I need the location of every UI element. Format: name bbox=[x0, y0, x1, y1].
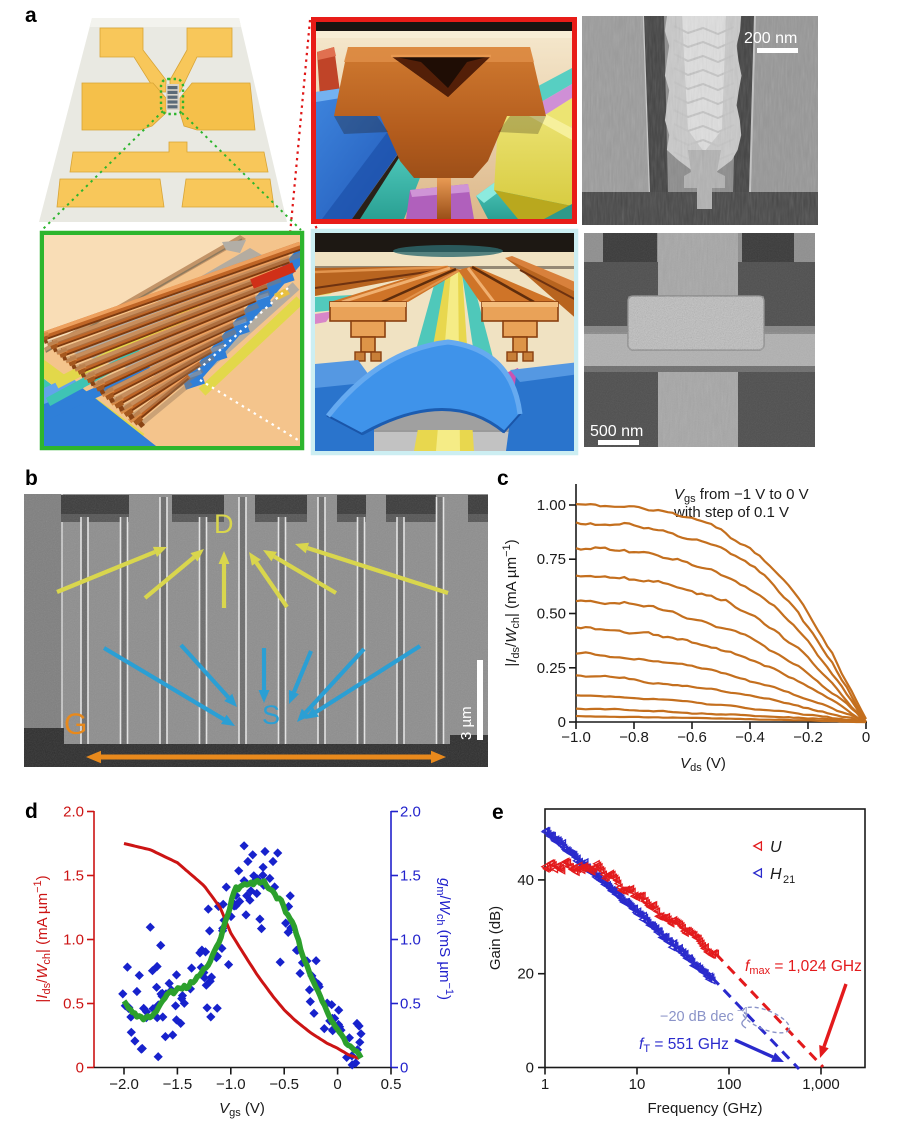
svg-text:1,000: 1,000 bbox=[802, 1076, 840, 1093]
svg-text:2.0: 2.0 bbox=[400, 804, 421, 821]
svg-text:1.00: 1.00 bbox=[537, 497, 566, 514]
svg-text:Vds (V): Vds (V) bbox=[680, 755, 726, 774]
svg-text:b: b bbox=[25, 467, 38, 490]
svg-text:0.5: 0.5 bbox=[63, 996, 84, 1013]
svg-text:0: 0 bbox=[400, 1060, 408, 1077]
svg-text:0.50: 0.50 bbox=[537, 606, 566, 623]
svg-text:100: 100 bbox=[716, 1076, 741, 1093]
svg-text:200 nm: 200 nm bbox=[744, 30, 797, 47]
svg-text:−0.8: −0.8 bbox=[619, 729, 649, 746]
svg-text:fT = 551 GHz: fT = 551 GHz bbox=[639, 1036, 729, 1055]
svg-text:−0.6: −0.6 bbox=[677, 729, 707, 746]
svg-text:D: D bbox=[214, 509, 234, 539]
svg-text:−1.0: −1.0 bbox=[561, 729, 591, 746]
svg-text:with step of 0.1 V: with step of 0.1 V bbox=[673, 504, 789, 521]
svg-text:20: 20 bbox=[517, 966, 534, 983]
svg-text:0: 0 bbox=[333, 1076, 341, 1093]
svg-text:1.0: 1.0 bbox=[63, 932, 84, 949]
svg-text:c: c bbox=[497, 467, 509, 490]
svg-text:H: H bbox=[770, 866, 782, 883]
svg-text:0: 0 bbox=[862, 729, 870, 746]
svg-text:0: 0 bbox=[558, 714, 566, 731]
svg-text:2.0: 2.0 bbox=[63, 804, 84, 821]
svg-text:|Ids/Wch| (mA µm−1): |Ids/Wch| (mA µm−1) bbox=[501, 539, 522, 666]
svg-text:−1.0: −1.0 bbox=[216, 1076, 246, 1093]
svg-text:0.5: 0.5 bbox=[381, 1076, 402, 1093]
svg-text:0.75: 0.75 bbox=[537, 551, 566, 568]
svg-text:S: S bbox=[262, 700, 280, 730]
svg-text:Vgs from −1 V to 0 V: Vgs from −1 V to 0 V bbox=[674, 486, 809, 505]
svg-text:e: e bbox=[492, 801, 504, 824]
svg-text:−0.2: −0.2 bbox=[793, 729, 823, 746]
svg-text:1.5: 1.5 bbox=[63, 868, 84, 885]
svg-text:Vgs (V): Vgs (V) bbox=[219, 1100, 265, 1119]
svg-text:−0.4: −0.4 bbox=[735, 729, 765, 746]
svg-text:−20 dB dec: −20 dB dec bbox=[660, 1009, 734, 1025]
svg-text:G: G bbox=[64, 708, 87, 741]
svg-text:500 nm: 500 nm bbox=[590, 423, 643, 440]
svg-text:−2.0: −2.0 bbox=[109, 1076, 139, 1093]
svg-text:d: d bbox=[25, 800, 38, 823]
svg-text:−1.5: −1.5 bbox=[163, 1076, 193, 1093]
svg-text:fmax = 1,024 GHz: fmax = 1,024 GHz bbox=[745, 958, 862, 977]
svg-text:3 µm: 3 µm bbox=[458, 706, 475, 740]
svg-text:gm/Wch (mS µm−1): gm/Wch (mS µm−1) bbox=[434, 878, 455, 1000]
svg-text:0.5: 0.5 bbox=[400, 996, 421, 1013]
svg-text:1.0: 1.0 bbox=[400, 932, 421, 949]
svg-text:10: 10 bbox=[629, 1076, 646, 1093]
svg-text:0: 0 bbox=[76, 1060, 84, 1077]
svg-text:U: U bbox=[770, 839, 782, 856]
svg-text:Frequency (GHz): Frequency (GHz) bbox=[647, 1100, 762, 1117]
svg-text:−0.5: −0.5 bbox=[269, 1076, 299, 1093]
svg-text:0: 0 bbox=[526, 1060, 534, 1077]
svg-text:Gain (dB): Gain (dB) bbox=[487, 906, 504, 970]
svg-text:1.5: 1.5 bbox=[400, 868, 421, 885]
svg-text:40: 40 bbox=[517, 872, 534, 889]
svg-text:0.25: 0.25 bbox=[537, 660, 566, 677]
svg-text:a: a bbox=[25, 4, 37, 27]
svg-text:|Ids/Wch| (mA µm−1): |Ids/Wch| (mA µm−1) bbox=[32, 875, 53, 1002]
svg-text:1: 1 bbox=[541, 1076, 549, 1093]
svg-text:21: 21 bbox=[783, 874, 795, 886]
